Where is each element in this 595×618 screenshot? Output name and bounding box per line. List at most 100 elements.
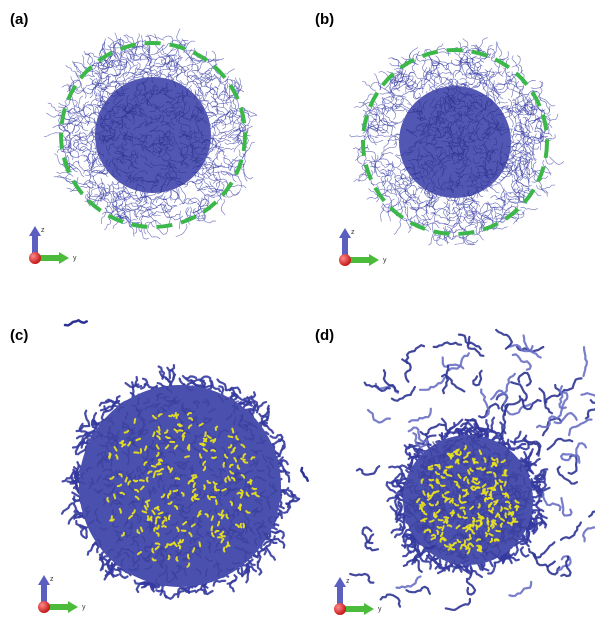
polymer-chain bbox=[524, 103, 538, 112]
polymer-chain bbox=[450, 140, 453, 150]
polymer-chain bbox=[458, 450, 462, 457]
polymer-chain bbox=[440, 129, 447, 138]
polymer-chain bbox=[445, 145, 457, 147]
polymer-chain bbox=[484, 497, 491, 501]
polymer-chain bbox=[140, 54, 150, 63]
polymer-chain bbox=[110, 113, 114, 123]
polymer-chain bbox=[108, 190, 122, 200]
polymer-chain bbox=[184, 146, 189, 156]
polymer-chain bbox=[148, 143, 158, 147]
polymer-chain bbox=[215, 119, 227, 130]
polymer-chain bbox=[219, 469, 223, 479]
polymer-chain bbox=[435, 126, 442, 136]
polymer-chain bbox=[444, 491, 450, 495]
polymer-chain bbox=[495, 118, 500, 128]
polymer-chain bbox=[443, 222, 461, 227]
polymer-chain bbox=[516, 101, 529, 114]
polymer-chain bbox=[287, 489, 301, 500]
polymer-chain bbox=[156, 435, 161, 440]
polymer-chain bbox=[526, 99, 535, 115]
polymer-chain bbox=[300, 466, 309, 482]
polymer-chain bbox=[509, 150, 525, 161]
polymer-chain bbox=[423, 461, 430, 468]
polymer-chain bbox=[228, 579, 236, 593]
polymer-chain bbox=[546, 560, 561, 576]
polymer-chain bbox=[385, 481, 397, 494]
polymer-chain bbox=[126, 530, 132, 537]
polymer-chain bbox=[463, 197, 480, 203]
polymer-chain bbox=[114, 99, 123, 106]
polymer-chain bbox=[402, 500, 411, 505]
polymer-chain bbox=[140, 431, 149, 436]
polymer-chain bbox=[138, 121, 146, 129]
polymer-chain bbox=[100, 114, 109, 120]
polymer-chain bbox=[511, 104, 517, 119]
polymer-chain bbox=[136, 88, 143, 97]
polymer-chain bbox=[439, 484, 446, 488]
polymer-chain bbox=[277, 438, 286, 451]
polymer-chain bbox=[135, 68, 150, 79]
polymer-chain bbox=[225, 533, 234, 539]
polymer-chain bbox=[509, 484, 514, 493]
polymer-chain bbox=[489, 537, 494, 543]
polymer-chain bbox=[455, 119, 460, 128]
polymer-chain bbox=[183, 101, 188, 111]
polymer-chain bbox=[211, 50, 217, 68]
polymer-chain bbox=[230, 476, 236, 482]
polymer-chain bbox=[175, 550, 183, 556]
polymer-chain bbox=[471, 197, 478, 213]
polymer-chain bbox=[464, 141, 475, 143]
polymer-chain bbox=[507, 473, 512, 482]
polymer-chain bbox=[547, 116, 551, 134]
polymer-chain bbox=[471, 173, 481, 179]
polymer-chain bbox=[109, 131, 116, 139]
polymer-chain bbox=[401, 176, 414, 186]
polymer-chain bbox=[67, 108, 76, 121]
polymer-chain bbox=[486, 172, 494, 179]
polymer-chain bbox=[233, 117, 244, 132]
polymer-chain bbox=[407, 159, 418, 162]
polymer-chain bbox=[207, 408, 216, 414]
polymer-chain bbox=[180, 491, 185, 497]
polymer-chain bbox=[510, 511, 515, 517]
polymer-chain bbox=[480, 182, 485, 192]
polymer-chain bbox=[407, 426, 428, 443]
polymer-chain bbox=[211, 532, 215, 538]
polymer-chain bbox=[166, 553, 173, 560]
polymer-chain bbox=[198, 459, 204, 468]
polymer-chain bbox=[216, 478, 223, 487]
polymer-chain bbox=[151, 547, 155, 554]
polymer-chain bbox=[510, 381, 528, 402]
polymer-chain bbox=[112, 522, 119, 528]
polymer-chain bbox=[487, 561, 497, 575]
polymer-chain bbox=[453, 439, 458, 447]
polymer-chain bbox=[466, 478, 470, 485]
polymer-chain bbox=[130, 174, 138, 182]
polymer-chain bbox=[477, 515, 484, 519]
polymer-chain bbox=[567, 418, 593, 437]
polymer-chain bbox=[435, 152, 445, 157]
polymer-chain bbox=[229, 470, 235, 475]
polymer-chain bbox=[430, 536, 437, 541]
polymer-chain bbox=[155, 113, 161, 122]
polymer-chain bbox=[165, 572, 169, 581]
polymer-chain bbox=[125, 173, 132, 183]
polymer-chain bbox=[265, 456, 274, 461]
polymer-chain bbox=[447, 208, 461, 220]
polymer-chain bbox=[173, 102, 181, 108]
polymer-chain bbox=[516, 512, 526, 517]
polymer-chain bbox=[420, 105, 423, 115]
polymer-chain bbox=[165, 89, 173, 96]
polymer-chain bbox=[127, 480, 132, 486]
polymer-chain bbox=[443, 209, 455, 222]
polymer-chain bbox=[127, 470, 135, 478]
polymer-chain bbox=[144, 499, 151, 503]
polymer-chain bbox=[156, 393, 161, 402]
polymer-chain bbox=[225, 513, 229, 520]
polymer-chain bbox=[523, 161, 531, 177]
polymer-chain bbox=[436, 110, 445, 116]
polymer-chain bbox=[401, 543, 417, 549]
polymer-chain bbox=[425, 199, 437, 207]
polymer-chain bbox=[173, 503, 183, 507]
polymer-chain bbox=[442, 518, 447, 524]
